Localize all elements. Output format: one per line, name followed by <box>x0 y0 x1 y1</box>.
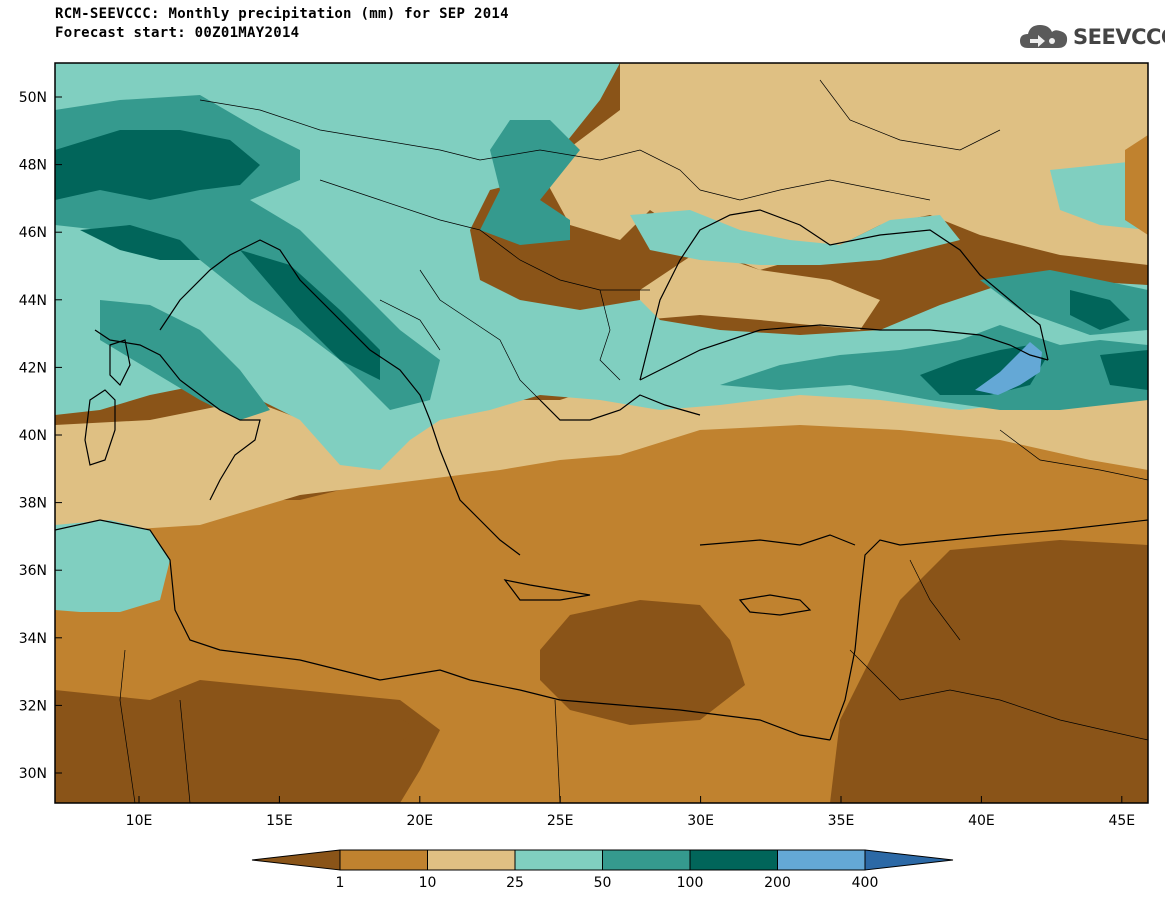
precipitation-field <box>55 63 1148 803</box>
colorbar-segment <box>602 849 691 871</box>
coastlines <box>55 209 1148 741</box>
colorbar-over-triangle <box>864 849 954 871</box>
precipitation-colorbar: 1 10 25 50 100 200 400 <box>251 849 954 891</box>
lat-label: 48N <box>19 158 47 174</box>
latitude-axis: 50N 48N 46N 44N 42N 40N 38N 36N 34N 32N 30N <box>19 90 62 782</box>
colorbar-label: 1 <box>336 875 345 891</box>
lat-label: 34N <box>19 631 47 647</box>
colorbar-under-triangle <box>251 849 341 871</box>
lat-label: 38N <box>19 496 47 512</box>
colorbar-segment <box>427 849 516 871</box>
lon-label: 10E <box>126 813 153 829</box>
colorbar-label: 50 <box>594 875 612 891</box>
country-borders <box>119 79 1148 803</box>
cloud-icon <box>1020 25 1068 48</box>
lon-label: 45E <box>1108 813 1135 829</box>
colorbar-segment <box>689 849 778 871</box>
lat-label: 46N <box>19 225 47 241</box>
colorbar-label: 10 <box>419 875 437 891</box>
lon-label: 35E <box>828 813 855 829</box>
logo-text: SEEVCCC <box>1073 25 1165 49</box>
lat-label: 50N <box>19 90 47 106</box>
colorbar-segment <box>514 849 603 871</box>
lat-label: 44N <box>19 293 47 309</box>
longitude-axis: 10E 15E 20E 25E 30E 35E 40E 45E <box>126 796 1135 829</box>
colorbar-segment <box>339 849 428 871</box>
lon-label: 40E <box>968 813 995 829</box>
colorbar-label: 25 <box>506 875 524 891</box>
lat-label: 40N <box>19 428 47 444</box>
lat-label: 32N <box>19 698 47 714</box>
lat-label: 30N <box>19 766 47 782</box>
lon-label: 25E <box>547 813 574 829</box>
colorbar-segment <box>777 849 866 871</box>
lon-label: 15E <box>266 813 293 829</box>
colorbar-label: 400 <box>852 875 879 891</box>
lat-label: 42N <box>19 360 47 376</box>
map-frame <box>54 62 1149 804</box>
colorbar-label: 100 <box>677 875 704 891</box>
lon-label: 20E <box>406 813 433 829</box>
lat-label: 36N <box>19 563 47 579</box>
lon-label: 30E <box>687 813 714 829</box>
forecast-start-label: Forecast start: 00Z01MAY2014 <box>55 25 300 41</box>
seevccc-logo: SEEVCCC <box>1018 20 1165 54</box>
map-title: RCM-SEEVCCC: Monthly precipitation (mm) … <box>55 6 509 22</box>
colorbar-label: 200 <box>764 875 791 891</box>
